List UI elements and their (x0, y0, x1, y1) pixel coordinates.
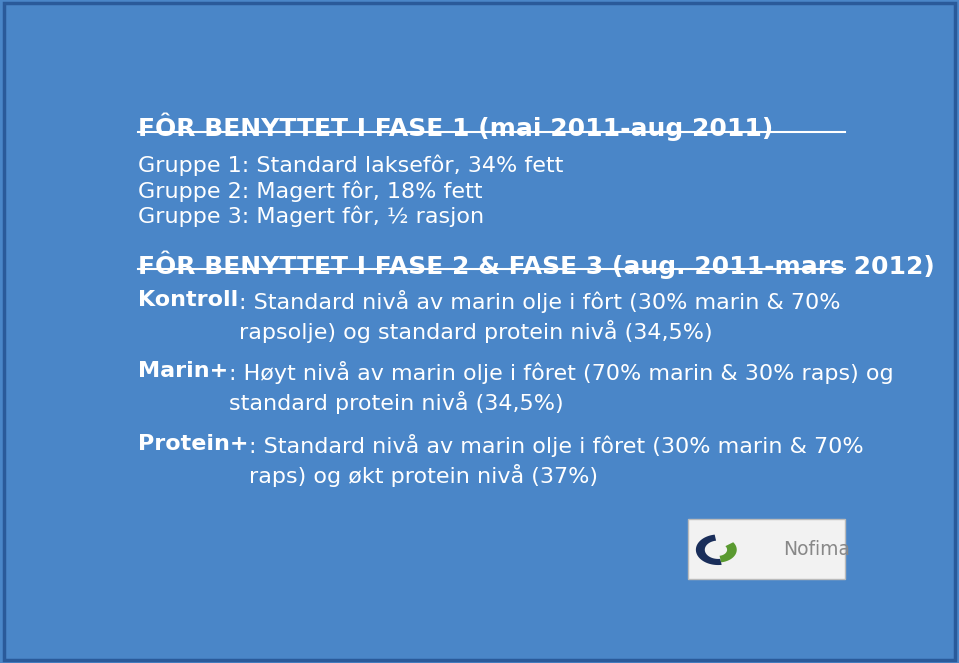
Text: Gruppe 3: Magert fôr, ½ rasjon: Gruppe 3: Magert fôr, ½ rasjon (138, 206, 484, 227)
Text: Marin+: Marin+ (138, 361, 228, 381)
Text: : Standard nivå av marin olje i fôrt (30% marin & 70%
rapsolje) og standard prot: : Standard nivå av marin olje i fôrt (30… (239, 290, 840, 343)
Text: Kontroll: Kontroll (138, 290, 239, 310)
FancyBboxPatch shape (689, 518, 845, 579)
Text: : Høyt nivå av marin olje i fôret (70% marin & 30% raps) og
standard protein niv: : Høyt nivå av marin olje i fôret (70% m… (228, 361, 894, 414)
PathPatch shape (696, 534, 722, 565)
Text: Protein+: Protein+ (138, 434, 249, 454)
Text: Nofima: Nofima (784, 540, 851, 559)
Text: : Standard nivå av marin olje i fôret (30% marin & 70%
raps) og økt protein nivå: : Standard nivå av marin olje i fôret (3… (249, 434, 864, 487)
Text: FÔR BENYTTET I FASE 1 (mai 2011-aug 2011): FÔR BENYTTET I FASE 1 (mai 2011-aug 2011… (138, 113, 774, 141)
Text: Gruppe 2: Magert fôr, 18% fett: Gruppe 2: Magert fôr, 18% fett (138, 180, 483, 202)
Text: Gruppe 1: Standard laksefôr, 34% fett: Gruppe 1: Standard laksefôr, 34% fett (138, 154, 564, 176)
PathPatch shape (719, 542, 737, 562)
Text: FÔR BENYTTET I FASE 2 & FASE 3 (aug. 2011-mars 2012): FÔR BENYTTET I FASE 2 & FASE 3 (aug. 201… (138, 251, 935, 279)
